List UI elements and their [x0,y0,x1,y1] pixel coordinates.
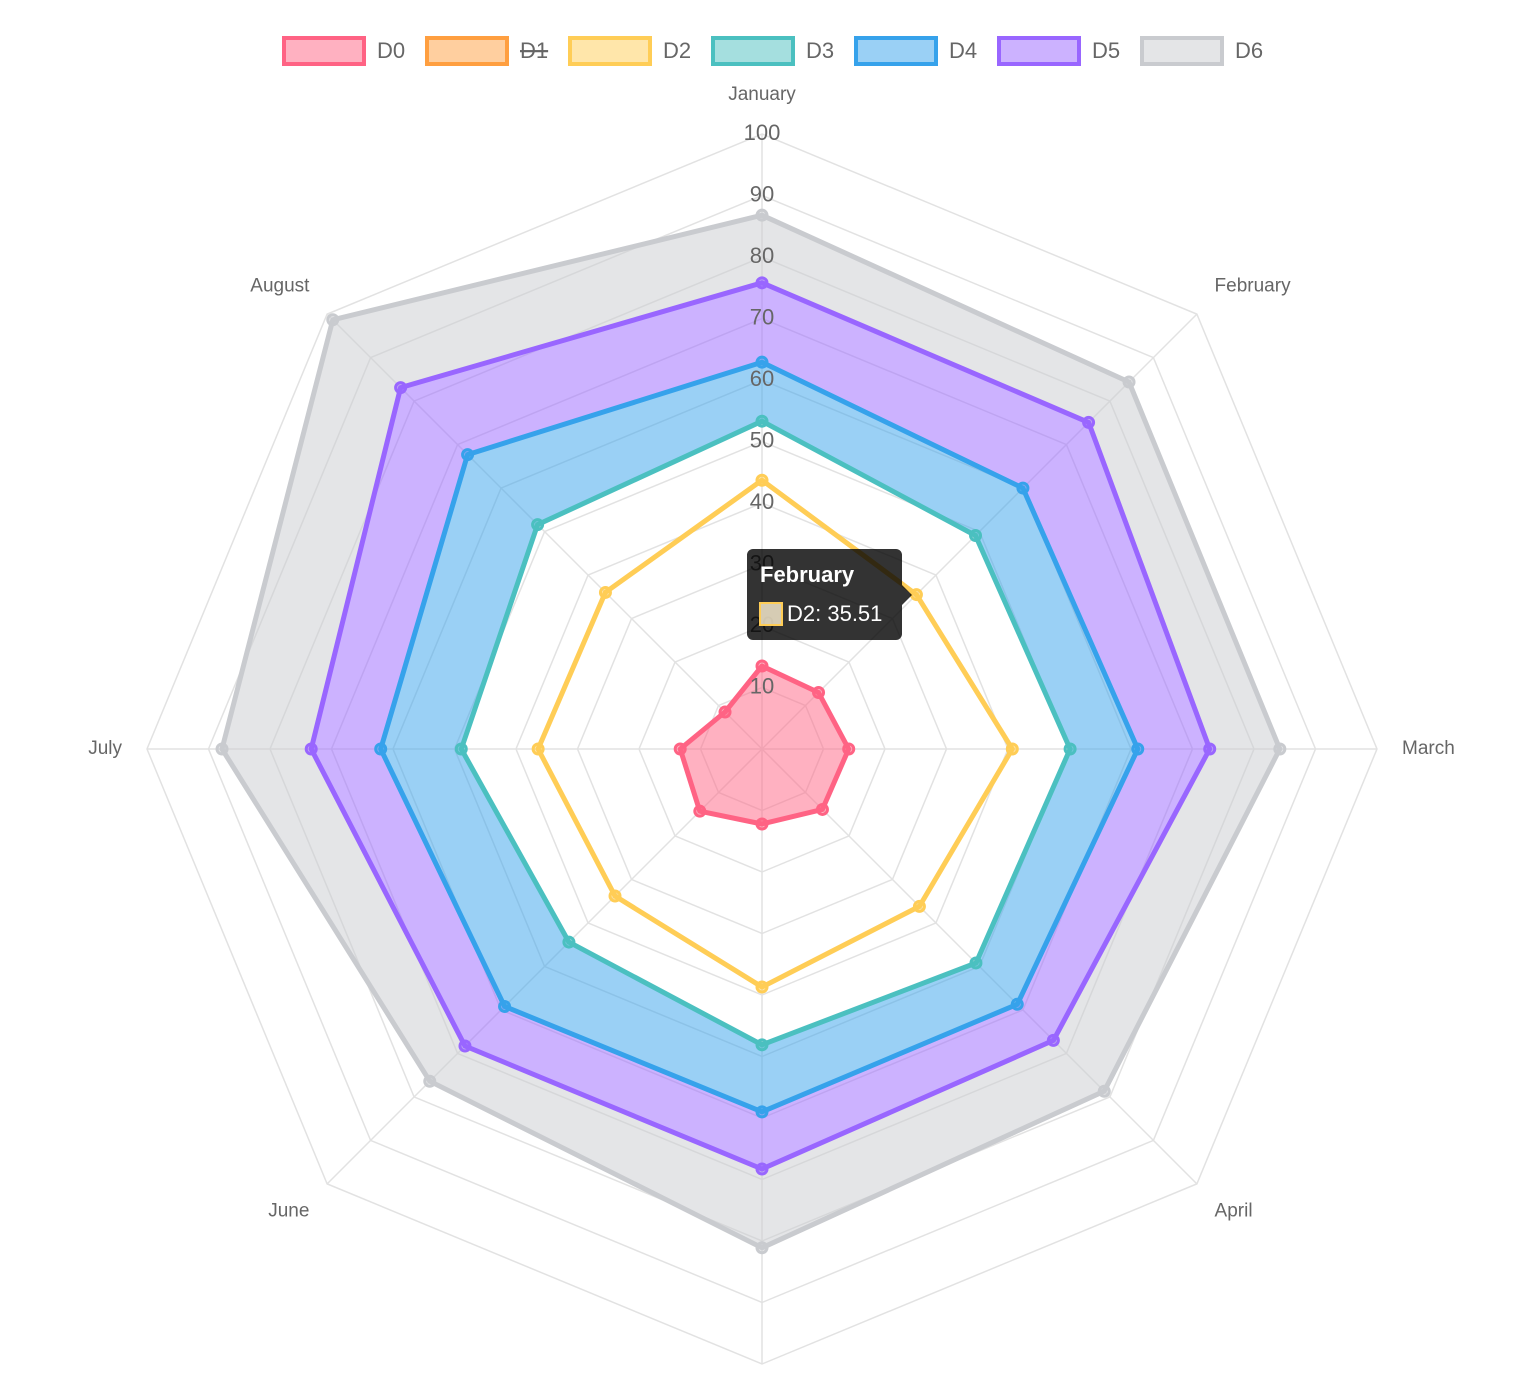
point [531,742,545,756]
point-label: January [728,84,796,105]
point [1016,481,1030,495]
legend-label: D2 [663,38,691,63]
point-label: March [1402,738,1455,759]
point [1046,1033,1060,1047]
point [693,804,707,818]
tick-label: 60 [750,366,774,391]
legend-swatch [854,36,938,66]
point [969,956,983,970]
tick-label: 100 [744,120,781,145]
point [912,899,926,913]
point [1005,742,1019,756]
legend-swatch [1140,36,1224,66]
point [969,528,983,542]
point [531,518,545,532]
point [718,705,732,719]
point-label: July [88,738,122,759]
point [1122,375,1136,389]
tick-label: 10 [750,673,774,698]
tick-label: 80 [750,243,774,268]
legend-swatch [568,36,652,66]
point [326,313,340,327]
area-fill [680,666,849,824]
legend-label: D3 [806,38,834,63]
point [458,1039,472,1053]
point [755,414,769,428]
point [598,585,612,599]
point-label: February [1215,276,1292,297]
point-label: August [250,276,310,297]
point [755,1105,769,1119]
point [215,742,229,756]
point [1010,997,1024,1011]
point [842,742,856,756]
legend-label: D4 [949,38,977,63]
point [1131,742,1145,756]
fills [222,215,1280,1248]
legend-label: D6 [1235,38,1263,63]
tooltip-swatch-inner [761,604,781,624]
point-label: June [268,1200,309,1221]
tooltip-title: February [760,562,855,587]
point [755,473,769,487]
legend-label: D5 [1092,38,1120,63]
point [304,742,318,756]
legend-label: D0 [377,38,405,63]
tick-label: 40 [750,489,774,514]
point [755,817,769,831]
point [423,1074,437,1088]
point [374,742,388,756]
point [454,742,468,756]
point [755,276,769,290]
point [755,980,769,994]
legend-swatch [997,36,1081,66]
point [608,889,622,903]
point [755,1162,769,1176]
point [755,1038,769,1052]
legend-label: D1 [520,38,548,63]
point [1063,742,1077,756]
point [755,208,769,222]
tick-label: 70 [750,304,774,329]
point [394,381,408,395]
point [1203,742,1217,756]
point [812,685,826,699]
tooltip-box [747,549,912,640]
point-label: April [1215,1200,1253,1221]
point [815,802,829,816]
point [1097,1084,1111,1098]
legend-swatch [282,36,366,66]
tooltip-label: D2: 35.51 [787,601,882,626]
point [562,935,576,949]
point [909,588,923,602]
point [755,1241,769,1255]
point [755,659,769,673]
point [673,742,687,756]
legend-swatch [711,36,795,66]
point [461,448,475,462]
tick-label: 50 [750,427,774,452]
point [1082,415,1096,429]
point [1273,742,1287,756]
legend-swatch [425,36,509,66]
point [755,355,769,369]
point [498,999,512,1013]
tick-label: 90 [750,181,774,206]
